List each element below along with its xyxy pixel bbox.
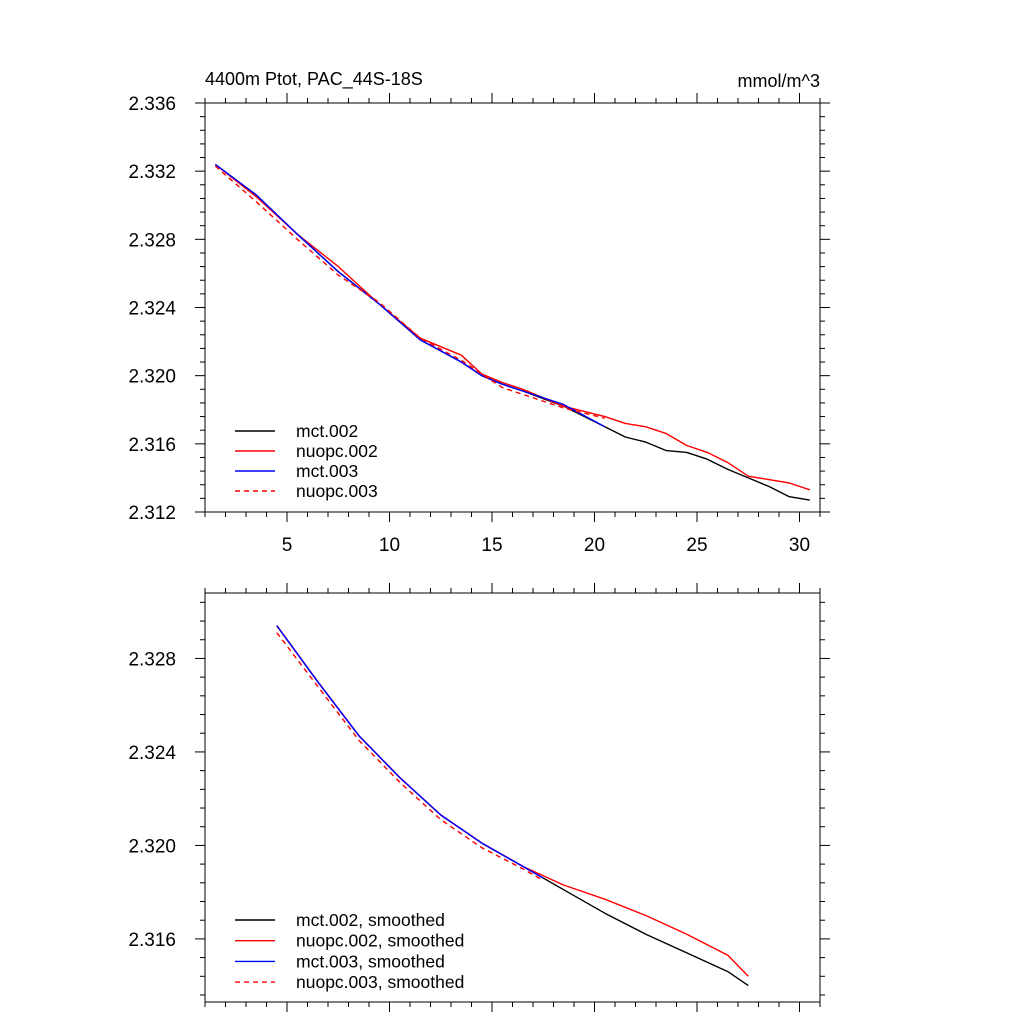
- y-tick-label: 2.328: [128, 649, 176, 670]
- legend-label: mct.002: [296, 421, 358, 441]
- top-chart-series-lines: [214, 163, 811, 501]
- series-line-mct-003-smoothed: [276, 625, 544, 879]
- y-tick-label: 2.332: [128, 162, 176, 183]
- y-tick-label: 2.312: [128, 503, 176, 524]
- x-tick-label: 25: [686, 535, 707, 556]
- legend-label: nuopc.002: [296, 441, 378, 461]
- y-tick-label: 2.316: [128, 435, 176, 456]
- legend-label: mct.003: [296, 461, 358, 481]
- series-line-nuopc-003-smoothed: [276, 632, 544, 882]
- y-tick-label: 2.328: [128, 230, 176, 251]
- series-line-mct-003: [214, 163, 606, 428]
- x-tick-label: 5: [282, 535, 293, 556]
- bottom-chart-y-tick-labels: 2.316 2.320 2.324 2.328: [128, 649, 176, 950]
- chart-units-label: mmol/m^3: [738, 71, 820, 91]
- top-chart-ticks: [195, 93, 830, 522]
- series-line-nuopc-002: [214, 163, 811, 491]
- legend-label: mct.003, smoothed: [296, 951, 445, 971]
- top-chart-panel: 4400m Ptot, PAC_44S-18S mmol/m^3 2.3122.…: [128, 69, 830, 556]
- x-tick-label: 10: [379, 535, 400, 556]
- legend-label: nuopc.003, smoothed: [296, 972, 464, 992]
- legend-label: nuopc.002, smoothed: [296, 931, 464, 951]
- y-tick-label: 2.316: [128, 930, 176, 951]
- y-tick-label: 2.324: [128, 299, 176, 320]
- bottom-chart-ticks: [195, 583, 830, 1012]
- chart-title-left: 4400m Ptot, PAC_44S-18S: [205, 69, 423, 90]
- series-line-nuopc-003: [214, 165, 605, 419]
- legend-label: nuopc.003: [296, 481, 378, 501]
- y-tick-label: 2.324: [128, 743, 176, 764]
- bottom-chart-plot-frame: [204, 592, 821, 1003]
- top-chart-x-tick-labels: 5 10 15 20 25 30: [282, 535, 810, 556]
- top-chart-plot-frame: [204, 102, 821, 513]
- x-tick-label: 15: [481, 535, 502, 556]
- bottom-chart-series-lines: [276, 625, 749, 987]
- legend-label: mct.002, smoothed: [296, 910, 445, 930]
- y-tick-label: 2.320: [128, 367, 176, 388]
- x-tick-label: 20: [584, 535, 605, 556]
- y-tick-label: 2.336: [128, 94, 176, 115]
- x-tick-label: 30: [789, 535, 810, 556]
- y-tick-label: 2.320: [128, 836, 176, 857]
- top-chart-y-tick-labels: 2.312 2.316 2.320 2.324 2.328 2.332 2.336: [128, 94, 176, 524]
